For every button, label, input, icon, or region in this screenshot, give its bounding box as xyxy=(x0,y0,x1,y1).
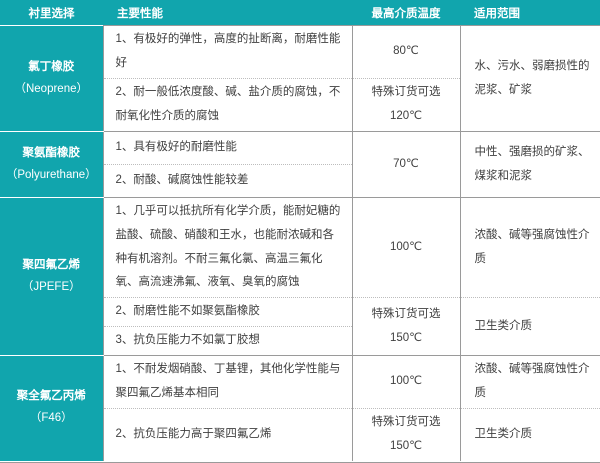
performance-cell: 2、抗负压能力高于聚四氟乙烯 xyxy=(103,408,353,461)
temperature-note: 特殊订货可选 xyxy=(371,86,441,99)
temperature-cell: 特殊订货可选 150℃ xyxy=(352,408,461,461)
material-cell-polyurethane: 聚氨酯橡胶 （Polyurethane） xyxy=(0,131,104,198)
temperature-note: 特殊订货可选 xyxy=(371,307,441,320)
temperature-cell: 80℃ xyxy=(352,25,461,79)
material-name-cn: 聚氨酯橡胶 xyxy=(22,146,81,159)
table-row: 聚全氟乙丙烯 （F46） 1、不耐发烟硝酸、丁基锂，其他化学性能与聚四氟乙烯基本… xyxy=(0,355,600,462)
temperature-value: 150℃ xyxy=(389,440,423,452)
table-row: 2、耐酸、碱腐蚀性能较差 xyxy=(0,164,600,198)
table-row: 2、耐磨性能不如聚氨酯橡胶 特殊订货可选 150℃ 卫生类介质 xyxy=(0,297,600,356)
performance-cell: 1、具有极好的耐磨性能 xyxy=(103,131,353,165)
temperature-cell: 100℃ xyxy=(352,355,461,409)
table-header: 衬里选择 主要性能 最高介质温度 适用范围 xyxy=(0,0,600,26)
performance-cell: 1、有极好的弹性，高度的扯断离，耐磨性能好 xyxy=(103,25,353,79)
column-header-applicable-range: 适用范围 xyxy=(460,0,600,26)
material-cell-neoprene: 氯丁橡胶 （Neoprene） xyxy=(0,25,104,132)
header-row: 衬里选择 主要性能 最高介质温度 适用范围 xyxy=(0,0,600,26)
range-cell: 浓酸、碱等强腐蚀性介质 xyxy=(460,197,600,298)
performance-cell: 2、耐酸、碱腐蚀性能较差 xyxy=(103,164,353,198)
table-row: 氯丁橡胶 （Neoprene） 1、有极好的弹性，高度的扯断离，耐磨性能好 80… xyxy=(0,25,600,132)
performance-cell: 1、不耐发烟硝酸、丁基锂，其他化学性能与聚四氟乙烯基本相同 xyxy=(103,355,353,409)
material-cell-f46: 聚全氟乙丙烯 （F46） xyxy=(0,355,104,462)
table-row: 聚四氟乙烯 （JPEFE） 1、几乎可以抵抗所有化学介质，能耐妃糖的盐酸、硫酸、… xyxy=(0,197,600,356)
material-cell-jpefe: 聚四氟乙烯 （JPEFE） xyxy=(0,197,104,356)
temperature-cell: 100℃ xyxy=(352,197,461,298)
range-cell: 卫生类介质 xyxy=(460,297,600,356)
material-name-en: （Neoprene） xyxy=(14,82,88,95)
range-cell: 卫生类介质 xyxy=(460,408,600,461)
material-name-en: （JPEFE） xyxy=(21,280,81,293)
temperature-value: 150℃ xyxy=(389,331,423,344)
temperature-cell: 特殊订货可选 150℃ xyxy=(352,297,461,356)
performance-cell: 2、耐一般低浓度酸、碱、盐介质的腐蚀，不耐氧化性介质的腐蚀 xyxy=(103,78,353,132)
performance-cell: 3、抗负压能力不如氯丁胶想 xyxy=(103,326,353,356)
range-cell: 中性、强磨损的矿浆、煤浆和泥浆 xyxy=(460,131,600,198)
temperature-cell: 特殊订货可选 120℃ xyxy=(352,78,461,132)
table-body: 氯丁橡胶 （Neoprene） 1、有极好的弹性，高度的扯断离，耐磨性能好 80… xyxy=(0,25,600,462)
table-bottom-rule xyxy=(0,461,600,463)
range-cell: 浓酸、碱等强腐蚀性介质 xyxy=(460,355,600,409)
material-name-cn: 聚四氟乙烯 xyxy=(22,258,81,271)
table-row: 聚氨酯橡胶 （Polyurethane） 1、具有极好的耐磨性能 70℃ 中性、… xyxy=(0,131,600,198)
temperature-note: 特殊订货可选 xyxy=(371,416,441,429)
temperature-value: 120℃ xyxy=(389,110,423,122)
material-name-en: （Polyurethane） xyxy=(5,168,97,181)
performance-cell: 2、耐磨性能不如聚氨酯橡胶 xyxy=(103,297,353,327)
column-header-lining-selection: 衬里选择 xyxy=(0,0,103,26)
performance-cell: 1、几乎可以抵抗所有化学介质，能耐妃糖的盐酸、硫酸、硝酸和王水，也能耐浓碱和各种… xyxy=(103,197,353,298)
table-row: 2、耐一般低浓度酸、碱、盐介质的腐蚀，不耐氧化性介质的腐蚀 特殊订货可选 120… xyxy=(0,78,600,132)
temperature-cell: 70℃ xyxy=(352,131,461,198)
table-row: 3、抗负压能力不如氯丁胶想 xyxy=(0,326,600,356)
column-header-max-medium-temperature: 最高介质温度 xyxy=(352,0,460,26)
material-name-en: （F46） xyxy=(29,412,73,425)
material-name-cn: 氯丁橡胶 xyxy=(28,60,75,73)
column-header-main-performance: 主要性能 xyxy=(103,0,352,26)
range-cell: 水、污水、弱磨损性的泥浆、矿浆 xyxy=(460,25,600,132)
material-name-cn: 聚全氟乙丙烯 xyxy=(16,390,86,403)
